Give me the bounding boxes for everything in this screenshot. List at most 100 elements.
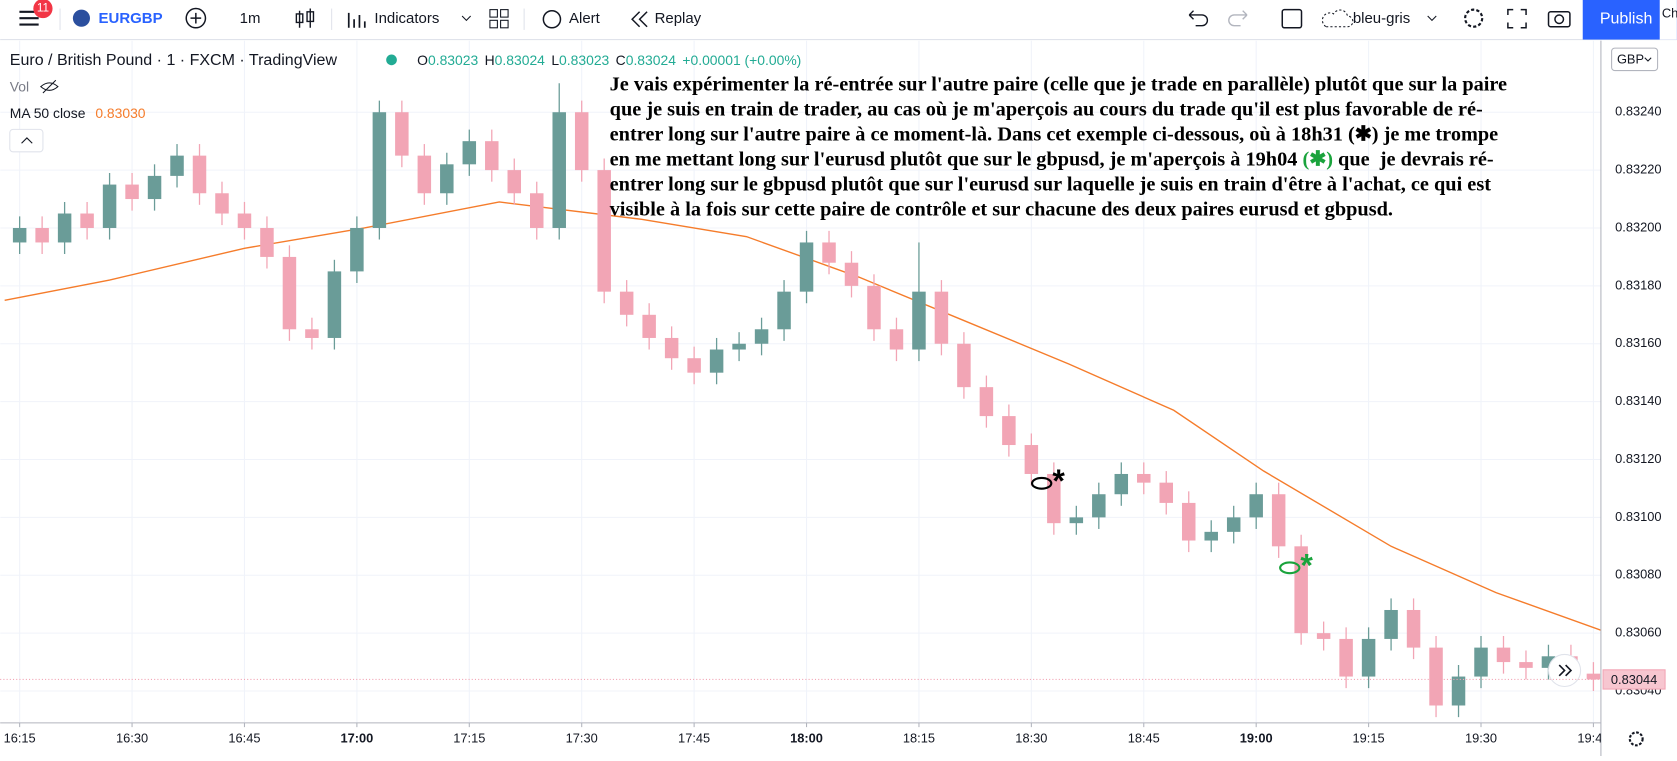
x-tick-label: 16:45 — [228, 730, 260, 745]
cloud-icon — [1321, 9, 1354, 28]
candle-body — [1181, 502, 1196, 541]
candle-body — [350, 227, 364, 272]
chart-title: Euro / British Pound · 1 · FXCM · Tradin… — [10, 51, 338, 69]
compare-button[interactable] — [185, 7, 207, 29]
candle-body — [1294, 546, 1308, 634]
candle-body — [485, 141, 499, 171]
candle-body — [664, 337, 679, 359]
candle-body — [125, 184, 139, 200]
candle-body — [619, 291, 634, 315]
x-tick-labels: 16:15 16:30 16:45 17:00 17:15 17:30 17:45 18:00… — [4, 722, 1609, 745]
scroll-icon — [1558, 664, 1573, 677]
note-segment: entrer long sur l'autre paire à ce momen… — [610, 123, 1499, 145]
flag-icon — [72, 9, 90, 27]
x-tick-label: 18:30 — [1015, 730, 1047, 745]
l-label: L — [551, 52, 559, 68]
undo-button[interactable] — [1188, 10, 1209, 27]
y-tick-label: 0.83080 — [1615, 567, 1661, 582]
note-segment: que je suis en train de trader, au cas o… — [610, 98, 1483, 120]
candle-body — [1406, 609, 1421, 648]
last-price-tag — [1602, 669, 1666, 690]
chart-type-button[interactable] — [295, 8, 315, 28]
candle-body — [597, 170, 611, 292]
o-value: 0.83023 — [428, 52, 478, 68]
layout-button[interactable] — [1281, 8, 1303, 29]
x-tick-label: 17:15 — [453, 730, 485, 745]
x-tick-label: 17:00 — [340, 730, 373, 745]
marker-ellipse — [1030, 476, 1053, 490]
candle-body — [1519, 662, 1533, 668]
ohlc: O0.83023 H0.83024 L0.83023 C0.83024 +0.00001… — [417, 52, 801, 68]
publish-label: Publish — [1600, 9, 1653, 27]
badge-count: 11 — [37, 2, 49, 15]
replay-button[interactable]: Replay — [655, 10, 702, 27]
y-tick-label: 0.83140 — [1615, 393, 1661, 408]
toolbar — [0, 0, 1677, 40]
symbol[interactable]: EURGBP — [99, 10, 163, 27]
candle-body — [844, 262, 859, 286]
h-label: H — [485, 52, 495, 68]
axis-settings-button[interactable] — [1628, 731, 1644, 747]
x-tick-label: 16:15 — [4, 730, 36, 745]
candle-body — [1159, 482, 1173, 503]
annotation-text: Je vais expérimenter la ré-entrée sur l'… — [610, 73, 1507, 220]
indicators-button[interactable]: Indicators — [374, 10, 439, 27]
candle-body — [1361, 638, 1376, 677]
candle-body — [1384, 609, 1398, 639]
note-segment: en me mettant long sur l'eurusd plutôt q… — [610, 148, 1303, 170]
l-value: 0.83023 — [559, 52, 609, 68]
note-line: entrer long sur l'autre paire à ce momen… — [610, 123, 1499, 145]
candle-body — [462, 141, 477, 165]
candle-body — [1024, 445, 1039, 474]
c-label: C — [616, 52, 626, 68]
collapse-button[interactable] — [9, 128, 44, 153]
templates-button[interactable] — [489, 9, 509, 29]
candle-body — [732, 343, 746, 350]
snapshot-button[interactable] — [1547, 11, 1571, 28]
x-tick-label: 19:15 — [1353, 730, 1385, 745]
c-value: 0.83024 — [626, 52, 676, 68]
y-tick-label: 0.83120 — [1615, 451, 1661, 466]
last-price: 0.83044 — [1611, 672, 1657, 687]
candle-body — [687, 358, 701, 373]
indicators-icon — [347, 12, 366, 28]
candle-body — [822, 242, 836, 263]
interval[interactable]: 1m — [240, 10, 261, 27]
y-tick-label: 0.83180 — [1615, 277, 1661, 292]
y-tick-label: 0.83240 — [1615, 104, 1661, 119]
hide-icon[interactable] — [39, 79, 59, 94]
note-line: entrer long sur le gbpusd plutôt que sur… — [610, 173, 1492, 195]
ma-line — [4, 201, 1601, 631]
candle-body — [957, 343, 971, 388]
redo-button[interactable] — [1228, 10, 1248, 27]
x-tick-label: 19:45 — [1577, 730, 1609, 745]
x-tick-label: 17:45 — [678, 730, 710, 745]
candle-body — [1451, 676, 1466, 706]
lens — [1554, 14, 1565, 25]
candle-body — [57, 213, 72, 243]
settings-button[interactable] — [1464, 8, 1484, 28]
currency-button[interactable] — [1611, 47, 1659, 72]
note-line: Je vais expérimenter la ré-entrée sur l'… — [610, 73, 1507, 95]
candle-body — [260, 227, 274, 257]
candle-body — [1249, 494, 1263, 518]
alert-button[interactable]: Alert — [569, 10, 601, 27]
candle-body — [395, 112, 409, 156]
h-value: 0.83024 — [495, 52, 545, 68]
candle-body — [282, 256, 297, 330]
x-tick-label: 18:15 — [903, 730, 935, 745]
vol-label: Vol — [10, 78, 29, 94]
candle-body — [1092, 494, 1106, 518]
candle-body — [1339, 638, 1353, 677]
fullscreen-button[interactable] — [1507, 8, 1527, 29]
candle-body — [192, 155, 207, 194]
candle-body — [1002, 416, 1016, 446]
candle-body — [80, 213, 94, 228]
candle-body — [102, 184, 117, 228]
x-tick-label: 17:30 — [566, 730, 598, 745]
layout-name[interactable]: bleu-gris — [1353, 10, 1410, 27]
candle-body — [305, 329, 319, 338]
candle-body — [1137, 473, 1151, 483]
marker-star: * — [1300, 547, 1313, 583]
